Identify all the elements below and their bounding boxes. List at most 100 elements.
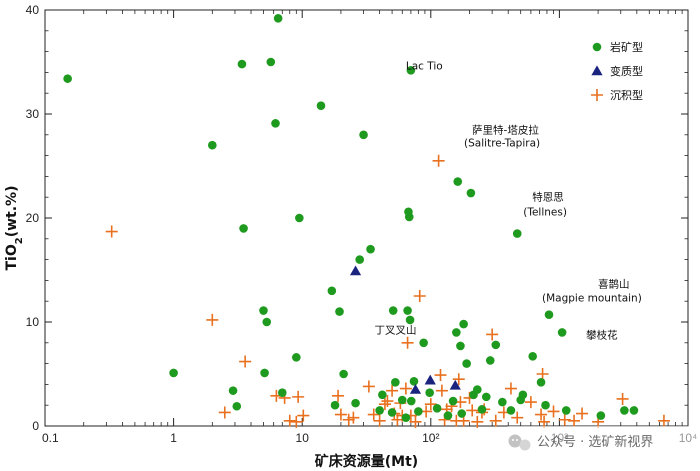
- circle-point: [506, 406, 516, 415]
- circle-point: [375, 406, 384, 415]
- circle-point: [259, 306, 268, 315]
- circle-point: [232, 401, 242, 411]
- triangle-point: [449, 379, 461, 390]
- circle-point: [459, 319, 468, 329]
- plot-frame: [44, 9, 689, 427]
- watermark-text: 公众号 · 选矿新视界: [537, 434, 653, 450]
- y-tick-label: 0: [32, 419, 39, 433]
- annotation-label: (Salitre-Tapira): [464, 138, 540, 150]
- circle-point: [481, 392, 491, 402]
- circle-point: [419, 338, 428, 348]
- wechat-icon: [508, 434, 531, 451]
- circle-point: [462, 359, 471, 368]
- plus-point: [432, 154, 445, 167]
- circle-point: [473, 385, 482, 394]
- circle-point: [452, 328, 461, 337]
- circle-point: [528, 352, 538, 361]
- plus-point: [435, 384, 448, 397]
- circle-point: [292, 353, 301, 362]
- circle-point: [448, 396, 458, 406]
- circle-point: [557, 328, 567, 337]
- circle-point: [561, 406, 571, 415]
- plus-point: [471, 415, 484, 428]
- circle-point: [456, 341, 465, 351]
- circle-point: [359, 130, 368, 140]
- plus-point: [434, 369, 447, 382]
- plus-point: [413, 290, 426, 302]
- y-tick-label: 30: [26, 107, 40, 121]
- circle-point: [541, 400, 550, 410]
- plus-point: [218, 406, 231, 419]
- plus-point: [576, 407, 589, 420]
- circle-point: [387, 408, 397, 417]
- plus-point: [535, 408, 548, 421]
- plus-point: [409, 415, 422, 428]
- plus-point: [466, 404, 479, 417]
- plus-point: [504, 382, 517, 395]
- circle-point: [391, 378, 400, 387]
- plus-point: [424, 398, 437, 411]
- circle-point: [273, 14, 283, 23]
- plus-point: [401, 336, 414, 349]
- circle-point: [339, 369, 348, 379]
- plus-point: [239, 355, 252, 368]
- circle-point: [355, 255, 365, 264]
- circle-point: [262, 317, 272, 327]
- circle-point: [453, 177, 463, 186]
- watermark-background: [505, 426, 697, 454]
- plus-point: [536, 368, 549, 380]
- plus-point: [206, 313, 219, 326]
- circle-point: [316, 101, 326, 110]
- y-axis-title: TiO2(wt.%): [4, 186, 25, 271]
- plus-point: [381, 395, 394, 408]
- circle-point: [414, 407, 423, 416]
- circle-point: [401, 413, 411, 422]
- circle-point: [536, 378, 546, 387]
- plus-point: [386, 384, 399, 397]
- circle-point: [169, 368, 178, 378]
- circle-point: [404, 212, 414, 222]
- x-tick-label: 10: [296, 431, 310, 445]
- circle-point: [491, 340, 501, 350]
- plus-point: [399, 382, 412, 395]
- plus-point: [297, 409, 310, 422]
- circle-point: [237, 59, 247, 69]
- x-axis: 0.111010²10³10⁴: [42, 10, 697, 445]
- circle-point: [498, 397, 507, 407]
- x-tick-label: 0.1: [42, 431, 59, 445]
- circle-point: [228, 386, 238, 395]
- plus-point: [334, 408, 347, 421]
- watermark: 公众号 · 选矿新视界: [505, 426, 697, 454]
- plot-frame-rect: [44, 9, 689, 427]
- triangle-point: [409, 384, 422, 394]
- plus-point: [558, 413, 571, 426]
- annotation-label: Lac Tio: [406, 60, 443, 72]
- y-tick-label: 20: [26, 211, 40, 225]
- annotation-label: 萨里特-塔皮拉: [472, 124, 539, 137]
- circle-point: [443, 411, 453, 420]
- triangle-point: [424, 374, 436, 385]
- circle-point: [388, 306, 398, 315]
- plus-point: [332, 389, 345, 402]
- circle-point: [405, 315, 415, 325]
- annotation-label: 喜鹊山: [598, 278, 630, 291]
- circle-point: [260, 368, 269, 378]
- legend-label: 岩矿型: [610, 40, 643, 54]
- circle-point: [330, 400, 340, 410]
- circle-point: [239, 224, 248, 233]
- circle-point: [295, 213, 304, 223]
- legend-circle-swatch: [592, 42, 602, 52]
- plus-point: [489, 414, 502, 427]
- x-axis-title: 矿床资源量(Mt): [315, 453, 418, 470]
- circle-point: [63, 74, 72, 83]
- y-axis: 0 10 20 30 40: [26, 3, 688, 433]
- annotations: Lac Tio 萨里特-塔皮拉(Salitre-Tapira) 特恩思 (Tellne…: [374, 60, 641, 341]
- legend-label: 沉积型: [610, 88, 643, 102]
- circle-point: [596, 411, 606, 420]
- circle-point: [266, 57, 276, 67]
- circle-point: [208, 140, 217, 150]
- x-tick-label: 1: [170, 431, 177, 445]
- circle-point: [425, 388, 434, 398]
- plus-point: [547, 405, 560, 418]
